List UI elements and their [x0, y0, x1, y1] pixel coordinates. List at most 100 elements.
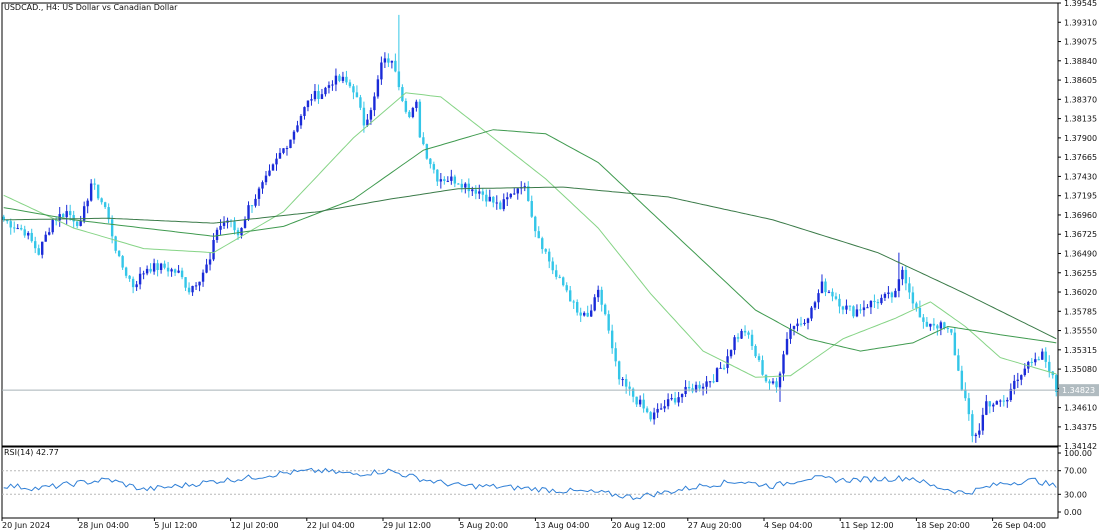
- candle-body: [523, 186, 526, 188]
- candle-body: [152, 263, 156, 272]
- candle-body: [184, 277, 187, 288]
- candle-body: [806, 318, 810, 323]
- candle-body: [922, 317, 925, 322]
- candle-body: [747, 332, 750, 335]
- candle-body: [1048, 361, 1051, 372]
- candle-body: [757, 356, 761, 361]
- candle-body: [373, 96, 376, 111]
- candle-body: [1009, 388, 1012, 400]
- candle-body: [495, 202, 498, 204]
- candle-body: [149, 268, 152, 272]
- candle-body: [145, 268, 149, 274]
- price-tick-label: 1.39310: [1064, 18, 1097, 27]
- candle-body: [897, 279, 901, 291]
- candle-body: [268, 170, 271, 176]
- candle-body: [205, 264, 208, 273]
- rsi-line: [3, 467, 1057, 501]
- candle-body: [796, 323, 799, 327]
- candle-body: [166, 267, 170, 272]
- candle-body: [803, 322, 806, 325]
- candle-body: [51, 219, 54, 233]
- candle-body: [992, 404, 995, 407]
- candle-body: [600, 289, 603, 305]
- candle-body: [852, 306, 855, 317]
- candle-body: [282, 148, 285, 153]
- candle-body: [271, 164, 275, 171]
- candle-body: [677, 397, 680, 403]
- candle-body: [48, 232, 51, 235]
- candle-body: [792, 326, 796, 329]
- candle-body: [387, 58, 390, 63]
- candle-body: [313, 91, 317, 100]
- current-price-label-bg: [1059, 384, 1099, 397]
- candle-body: [576, 302, 579, 313]
- candle-body: [485, 194, 488, 202]
- candle-body: [971, 414, 974, 437]
- candle-body: [918, 307, 922, 318]
- candle-body: [939, 322, 943, 329]
- candle-body: [894, 290, 897, 298]
- candle-body: [215, 229, 219, 240]
- candle-body: [666, 399, 670, 407]
- candle-body: [712, 381, 715, 383]
- candle-body: [617, 361, 621, 380]
- candle-body: [789, 328, 792, 339]
- candle-body: [212, 239, 215, 260]
- price-tick-label: 1.38135: [1064, 115, 1097, 124]
- candle-body: [394, 60, 397, 72]
- candle-body: [362, 107, 366, 126]
- candle-body: [352, 86, 355, 93]
- rsi-tick-label: 70.00: [1064, 467, 1087, 476]
- candle-body: [341, 76, 345, 81]
- candle-body: [628, 386, 631, 389]
- candle-body: [698, 384, 701, 389]
- candle-body: [680, 394, 684, 398]
- candle-body: [471, 189, 474, 192]
- candle-body: [859, 309, 862, 311]
- candle-body: [593, 297, 596, 311]
- candle-body: [827, 291, 831, 293]
- candle-body: [124, 267, 128, 276]
- candle-body: [890, 292, 894, 298]
- candle-body: [586, 312, 589, 317]
- price-tick-label: 1.38605: [1064, 76, 1097, 85]
- candle-body: [128, 275, 131, 279]
- candle-body: [397, 71, 401, 88]
- candle-body: [453, 176, 457, 184]
- candle-body: [862, 307, 866, 311]
- candle-body: [86, 200, 89, 207]
- candle-body: [761, 360, 764, 375]
- candle-body: [687, 386, 691, 389]
- candle-body: [943, 322, 946, 329]
- candle-body: [572, 301, 575, 303]
- candle-body: [869, 300, 873, 308]
- candle-body: [415, 101, 418, 108]
- candle-body: [317, 91, 320, 99]
- candle-body: [652, 412, 656, 420]
- candle-body: [37, 248, 40, 255]
- candle-body: [6, 219, 9, 222]
- candle-body: [142, 273, 145, 275]
- candle-body: [107, 207, 110, 220]
- candle-body: [79, 220, 82, 226]
- time-tick-label: 12 Jul 20:00: [231, 521, 279, 530]
- candle-body: [988, 401, 992, 407]
- candle-body: [656, 408, 659, 413]
- candle-body: [1041, 351, 1044, 360]
- candle-body: [460, 183, 464, 188]
- candle-body: [817, 293, 820, 303]
- candle-body: [642, 399, 645, 409]
- time-tick-label: 27 Aug 20:00: [688, 521, 742, 530]
- candle-body: [306, 100, 310, 108]
- candle-body: [411, 107, 415, 118]
- candle-body: [953, 332, 957, 356]
- candle-body: [75, 221, 79, 226]
- price-tick-label: 1.39075: [1064, 38, 1097, 47]
- candle-body: [516, 188, 519, 194]
- candle-body: [841, 306, 845, 310]
- moving-average-slow: [3, 186, 1057, 340]
- candle-body: [883, 293, 887, 298]
